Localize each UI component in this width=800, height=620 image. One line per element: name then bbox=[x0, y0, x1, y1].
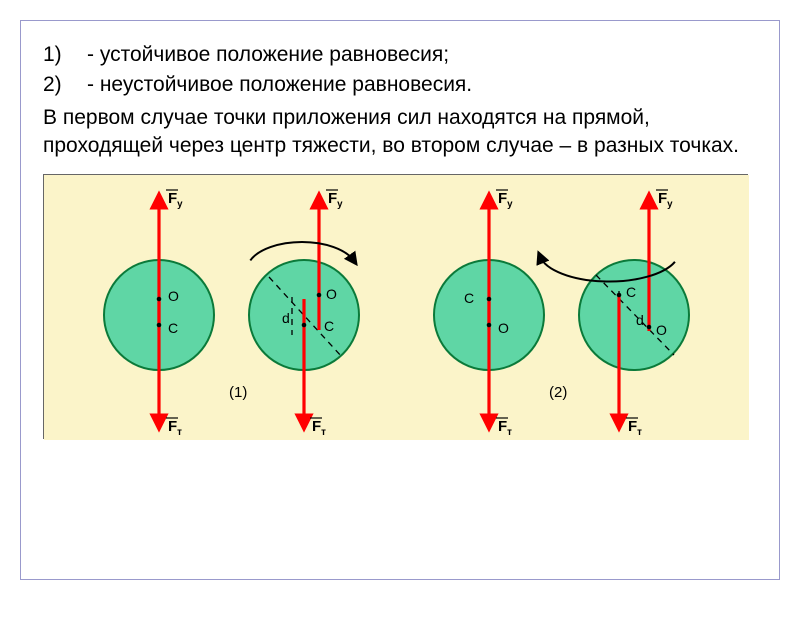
svg-text:(1): (1) bbox=[229, 384, 247, 401]
figure-svg: OCFyFтOCdFyFт(1)OCFyFтOCdFyFт(2) bbox=[44, 175, 749, 440]
paragraph: В первом случае точки приложения сил нах… bbox=[43, 104, 757, 161]
svg-text:d: d bbox=[282, 310, 290, 326]
svg-text:(2): (2) bbox=[549, 384, 567, 401]
svg-text:O: O bbox=[168, 288, 179, 304]
svg-text:C: C bbox=[626, 284, 636, 300]
svg-text:C: C bbox=[324, 318, 334, 334]
list-number-1: 1) bbox=[43, 41, 87, 69]
svg-text:C: C bbox=[168, 320, 178, 336]
list-item-2: 2) - неустойчивое положение равновесия. bbox=[43, 71, 757, 99]
svg-text:d: d bbox=[636, 312, 644, 328]
figure-container: OCFyFтOCdFyFт(1)OCFyFтOCdFyFт(2) bbox=[43, 174, 748, 439]
svg-text:C: C bbox=[464, 290, 474, 306]
list-item-1: 1) - устойчивое положение равновесия; bbox=[43, 41, 757, 69]
svg-text:O: O bbox=[656, 322, 667, 338]
svg-text:O: O bbox=[498, 320, 509, 336]
list-number-2: 2) bbox=[43, 71, 87, 99]
text-block: 1) - устойчивое положение равновесия; 2)… bbox=[43, 41, 757, 160]
svg-text:O: O bbox=[326, 286, 337, 302]
list-text-1: - устойчивое положение равновесия; bbox=[87, 41, 449, 69]
slide-frame: 1) - устойчивое положение равновесия; 2)… bbox=[20, 20, 780, 580]
list-text-2: - неустойчивое положение равновесия. bbox=[87, 71, 472, 99]
